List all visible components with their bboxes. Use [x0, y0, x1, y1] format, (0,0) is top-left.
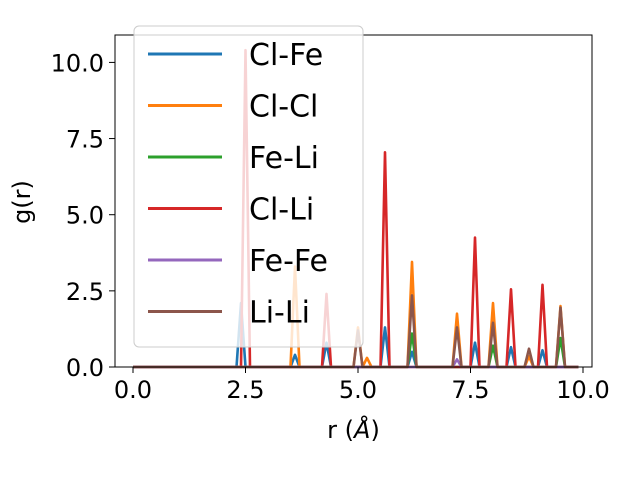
y-axis-label: g(r) — [8, 180, 36, 224]
x-tick-label: 2.5 — [226, 376, 264, 404]
legend-label-cl-li: Cl-Li — [249, 193, 314, 228]
x-tick-label: 7.5 — [451, 376, 489, 404]
legend-label-li-li: Li-Li — [249, 296, 310, 331]
legend: Cl-Fe Cl-Cl Fe-Li Cl-Li Fe-Fe Li-Li — [133, 25, 364, 348]
y-tick-label: 0.0 — [66, 354, 104, 382]
y-tick-label: 2.5 — [66, 278, 104, 306]
y-tick-label: 10.0 — [51, 49, 104, 77]
axes: 0.0 2.5 5.0 7.5 10.0 0.0 2.5 5.0 7.5 10.0 — [51, 34, 610, 404]
x-tick-label: 5.0 — [339, 376, 377, 404]
x-tick-label: 10.0 — [556, 376, 609, 404]
x-tick-label: 0.0 — [114, 376, 152, 404]
legend-label-cl-cl: Cl-Cl — [249, 90, 318, 125]
x-axis-label: r (Å) — [327, 415, 380, 444]
y-tick-label: 7.5 — [66, 126, 104, 154]
legend-label-fe-li: Fe-Li — [249, 141, 319, 176]
legend-label-cl-fe: Cl-Fe — [249, 38, 323, 73]
y-tick-label: 5.0 — [66, 202, 104, 230]
legend-label-fe-fe: Fe-Fe — [249, 244, 328, 279]
